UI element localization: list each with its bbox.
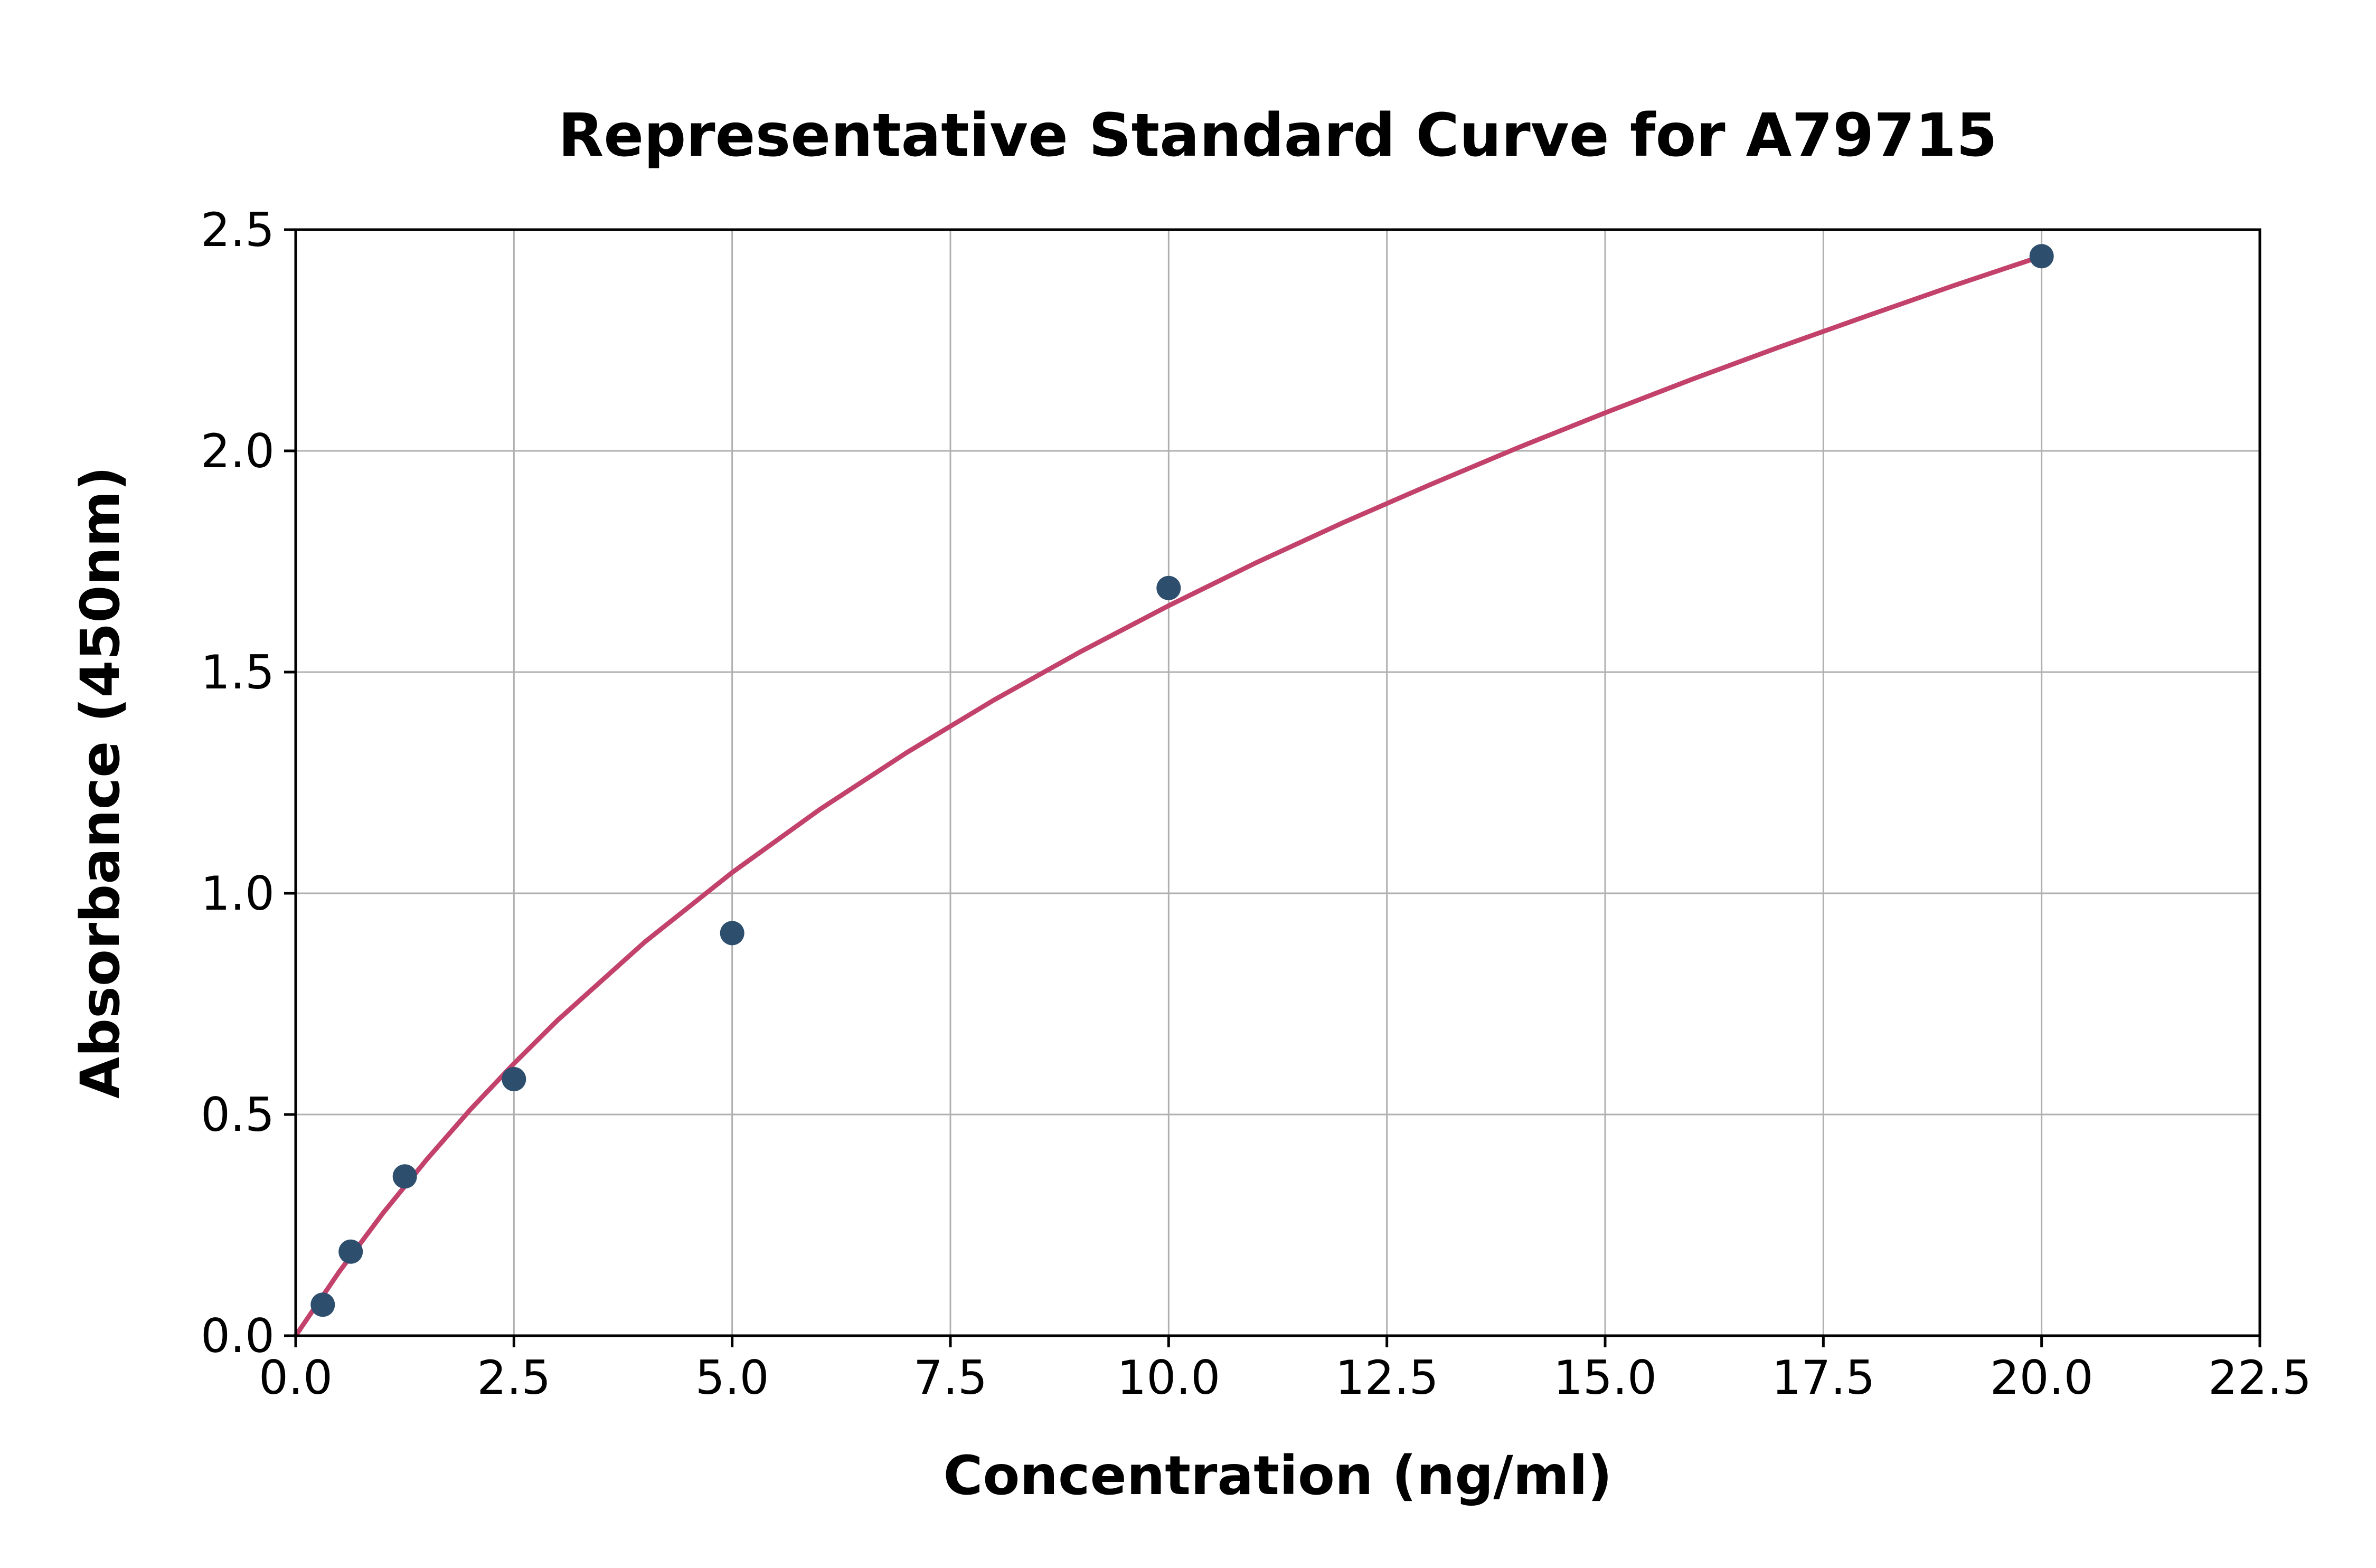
x-axis-label: Concentration (ng/ml) [944,1444,1613,1507]
x-tick-label: 20.0 [1990,1350,2094,1405]
plot-border [294,228,2261,1337]
grid-lines [295,229,2261,1337]
x-tick-label: 7.5 [913,1350,987,1405]
y-tick-label: 2.5 [201,203,275,257]
data-point [310,1292,335,1317]
x-tick-label: 5.0 [695,1350,769,1405]
x-tick-label: 0.0 [259,1350,333,1405]
x-tick-label: 10.0 [1117,1350,1220,1405]
x-tick-label: 12.5 [1335,1350,1439,1405]
x-tick-label: 2.5 [477,1350,551,1405]
data-point [338,1239,363,1264]
data-point [392,1164,417,1189]
chart-title: Representative Standard Curve for A79715 [558,101,1997,170]
y-tick-label: 1.0 [201,866,275,921]
y-axis-label: Absorbance (450nm) [69,466,132,1099]
y-tick-label: 1.5 [201,645,275,700]
data-points-layer [310,244,2054,1317]
x-tick-label: 17.5 [1771,1350,1875,1405]
tick-marks-and-labels: 0.0 2.5 5.0 7.5 10.0 12.5 15.0 17.5 20.0 22.5 0.0 0… [201,203,2312,1405]
x-tick-label: 15.0 [1553,1350,1657,1405]
data-point [720,921,744,946]
axes-spines [294,228,2261,1337]
data-point [2029,244,2054,269]
x-tick-label: 22.5 [2208,1350,2312,1405]
fit-curve-layer [293,253,2044,1338]
data-point [1156,575,1181,600]
data-point [502,1067,526,1091]
y-tick-label: 0.0 [201,1309,275,1363]
y-tick-label: 0.5 [201,1088,275,1142]
fit-curve-line [293,253,2044,1338]
y-tick-label: 2.0 [201,424,275,478]
